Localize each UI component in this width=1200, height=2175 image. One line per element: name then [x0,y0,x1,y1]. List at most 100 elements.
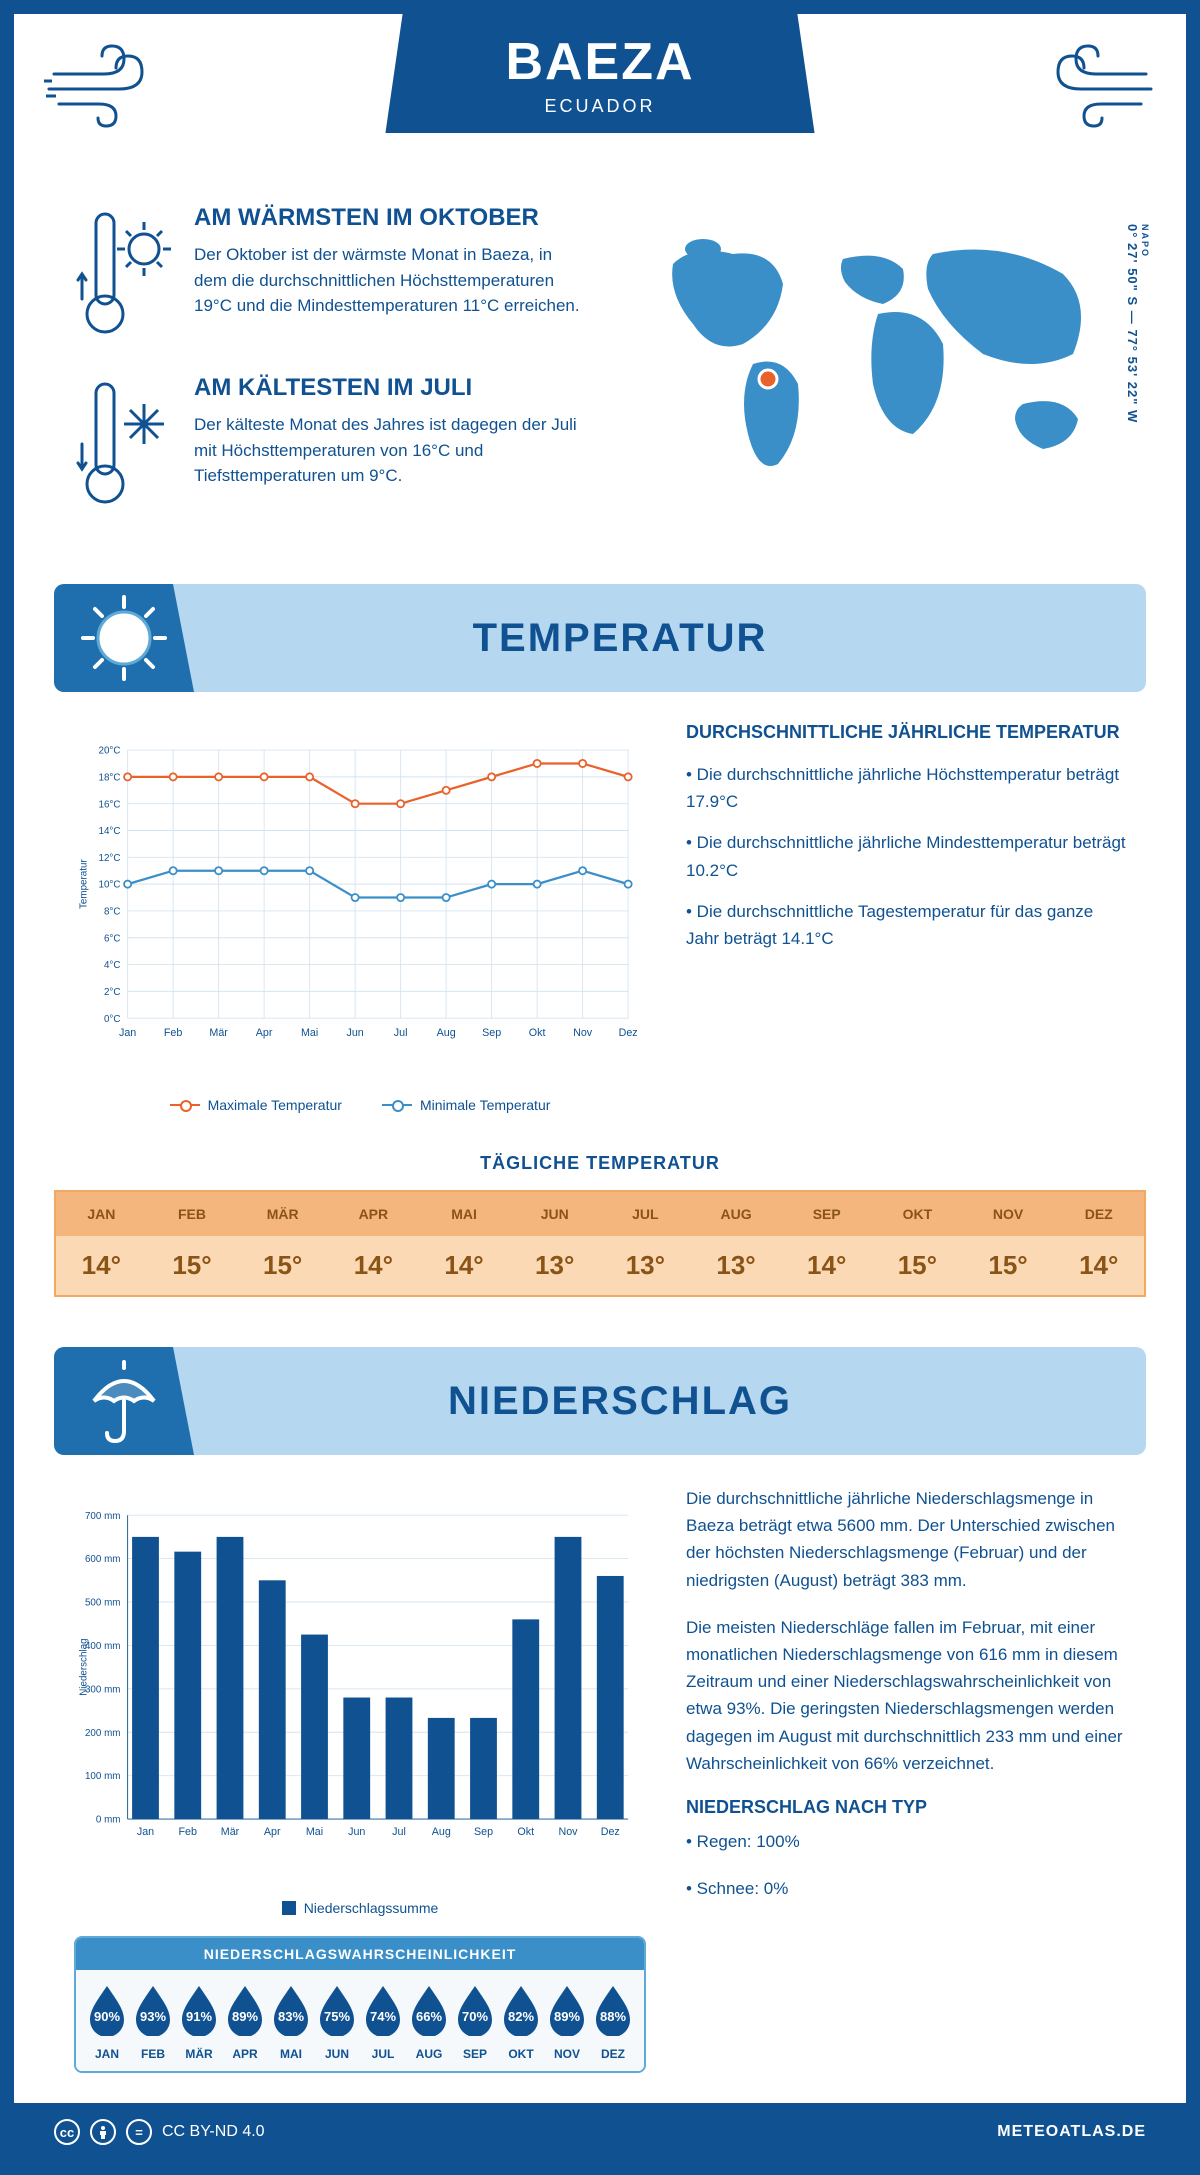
svg-text:Aug: Aug [437,1027,456,1039]
svg-text:88%: 88% [600,2009,626,2024]
raindrop-icon: 90% [86,1984,128,2036]
svg-text:Dez: Dez [601,1826,620,1838]
wind-icon [44,34,184,134]
svg-text:83%: 83% [278,2009,304,2024]
svg-text:18°C: 18°C [99,772,121,783]
probability-drop: 90% JAN [84,1984,130,2061]
coldest-block: AM KÄLTESTEN IM JULI Der kälteste Monat … [74,374,580,514]
probability-panel: NIEDERSCHLAGSWAHRSCHEINLICHKEIT 90% JAN … [74,1936,646,2073]
svg-text:Sep: Sep [482,1027,501,1039]
country-name: ECUADOR [505,96,694,117]
by-icon [90,2119,116,2145]
svg-text:400 mm: 400 mm [85,1641,121,1652]
svg-text:Apr: Apr [264,1826,281,1838]
svg-text:Sep: Sep [474,1826,493,1838]
raindrop-icon: 70% [454,1984,496,2036]
svg-text:20°C: 20°C [99,746,121,757]
table-header-cell: AUG [691,1192,782,1236]
umbrella-icon [79,1356,169,1446]
license: cc = CC BY-ND 4.0 [54,2119,265,2145]
precipitation-chart: 0 mm100 mm200 mm300 mm400 mm500 mm600 mm… [74,1485,646,1885]
daily-temp-title: TÄGLICHE TEMPERATUR [14,1153,1186,1174]
table-header-cell: MAI [419,1192,510,1236]
probability-drop: 88% DEZ [590,1984,636,2061]
svg-text:Mai: Mai [306,1826,323,1838]
table-cell: 14° [328,1236,419,1295]
svg-text:91%: 91% [186,2009,212,2024]
temperature-title: TEMPERATUR [194,616,1146,661]
info-row: AM WÄRMSTEN IM OKTOBER Der Oktober ist d… [14,194,1186,584]
table-header-cell: SEP [781,1192,872,1236]
svg-text:8°C: 8°C [104,907,120,918]
svg-text:90%: 90% [94,2009,120,2024]
table-header-cell: DEZ [1053,1192,1144,1236]
probability-drop: 82% OKT [498,1984,544,2061]
table-cell: 15° [963,1236,1054,1295]
temperature-text: DURCHSCHNITTLICHE JÄHRLICHE TEMPERATUR •… [686,722,1126,1113]
svg-text:100 mm: 100 mm [85,1771,121,1782]
warmest-title: AM WÄRMSTEN IM OKTOBER [194,204,580,232]
table-cell: 15° [872,1236,963,1295]
table-cell: 14° [1053,1236,1144,1295]
svg-text:Jun: Jun [348,1826,365,1838]
table-cell: 15° [237,1236,328,1295]
city-name: BAEZA [505,32,694,92]
svg-text:Jul: Jul [392,1826,406,1838]
chart-legend: Maximale Temperatur Minimale Temperatur [74,1097,646,1113]
svg-text:Dez: Dez [619,1027,638,1039]
svg-text:0°C: 0°C [104,1014,120,1025]
svg-text:Aug: Aug [432,1826,451,1838]
table-cell: 15° [147,1236,238,1295]
precipitation-text: Die durchschnittliche jährliche Niedersc… [686,1485,1126,2073]
svg-text:74%: 74% [370,2009,396,2024]
raindrop-icon: 83% [270,1984,312,2036]
svg-text:600 mm: 600 mm [85,1554,121,1565]
coordinates: NAPO 0° 27' 50" S — 77° 53' 22" W [1125,224,1150,423]
table-header-cell: JUL [600,1192,691,1236]
svg-text:10°C: 10°C [99,880,121,891]
svg-text:89%: 89% [554,2009,580,2024]
table-header-cell: JAN [56,1192,147,1236]
world-map-icon [620,204,1126,504]
raindrop-icon: 93% [132,1984,174,2036]
svg-text:700 mm: 700 mm [85,1511,121,1522]
table-header-cell: JUN [509,1192,600,1236]
svg-text:14°C: 14°C [99,826,121,837]
table-cell: 14° [419,1236,510,1295]
svg-text:Jul: Jul [394,1027,408,1039]
probability-drop: 66% AUG [406,1984,452,2061]
thermometer-cold-icon [74,374,174,514]
page-header: BAEZA ECUADOR [14,14,1186,194]
svg-text:4°C: 4°C [104,960,120,971]
svg-text:0 mm: 0 mm [96,1815,121,1826]
svg-text:Niederschlag: Niederschlag [79,1638,90,1695]
svg-text:300 mm: 300 mm [85,1684,121,1695]
brand: METEOATLAS.DE [997,2123,1146,2141]
svg-text:12°C: 12°C [99,853,121,864]
raindrop-icon: 82% [500,1984,542,2036]
svg-text:Temperatur: Temperatur [79,859,90,909]
svg-text:70%: 70% [462,2009,488,2024]
sun-icon [79,593,169,683]
location-marker-icon [759,370,777,388]
raindrop-icon: 89% [224,1984,266,2036]
svg-text:16°C: 16°C [99,799,121,810]
svg-text:Jan: Jan [137,1826,154,1838]
warmest-text: Der Oktober ist der wärmste Monat in Bae… [194,242,580,319]
probability-drop: 75% JUN [314,1984,360,2061]
probability-drop: 93% FEB [130,1984,176,2061]
svg-text:Apr: Apr [256,1027,273,1039]
map-panel: NAPO 0° 27' 50" S — 77° 53' 22" W [620,204,1126,544]
svg-text:82%: 82% [508,2009,534,2024]
svg-text:Feb: Feb [164,1027,183,1039]
page-footer: cc = CC BY-ND 4.0 METEOATLAS.DE [14,2103,1186,2161]
raindrop-icon: 89% [546,1984,588,2036]
svg-text:Nov: Nov [573,1027,593,1039]
svg-text:93%: 93% [140,2009,166,2024]
probability-drop: 70% SEP [452,1984,498,2061]
svg-text:75%: 75% [324,2009,350,2024]
coldest-text: Der kälteste Monat des Jahres ist dagege… [194,412,580,489]
coldest-title: AM KÄLTESTEN IM JULI [194,374,580,402]
svg-text:Okt: Okt [529,1027,546,1039]
table-cell: 14° [781,1236,872,1295]
